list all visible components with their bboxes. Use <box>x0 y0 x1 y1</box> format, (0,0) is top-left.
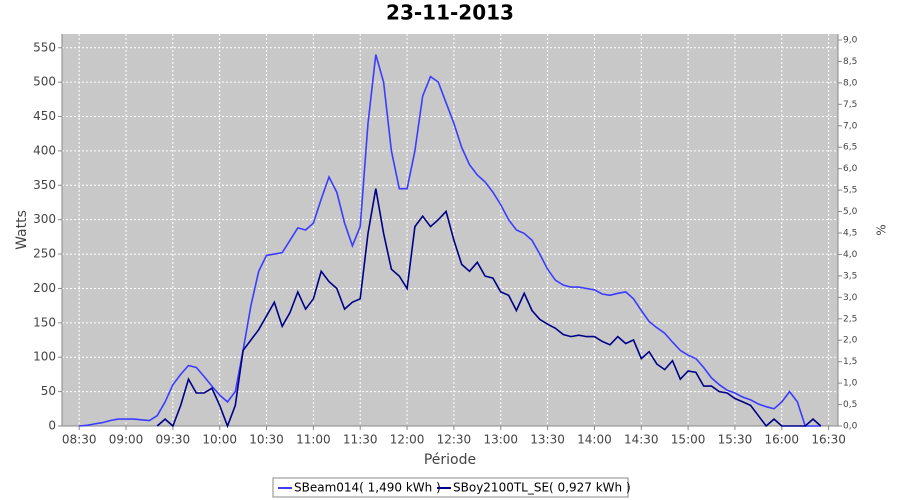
y2-tick-label: 0,0 <box>843 422 858 432</box>
y-tick-label: 500 <box>33 75 56 89</box>
x-tick-label: 15:30 <box>718 433 753 447</box>
y2-tick-label: 7,0 <box>843 121 858 131</box>
x-tick-label: 11:30 <box>343 433 378 447</box>
y2-tick-label: 5,5 <box>843 186 857 196</box>
x-tick-label: 09:30 <box>156 433 191 447</box>
y-tick-label: 100 <box>33 350 56 364</box>
y2-tick-label: 2,0 <box>843 336 858 346</box>
y2-tick-label: 1,0 <box>843 379 858 389</box>
x-tick-label: 09:00 <box>109 433 144 447</box>
y-tick-label: 450 <box>33 109 56 123</box>
y-tick-label: 200 <box>33 281 56 295</box>
x-tick-label: 12:30 <box>437 433 472 447</box>
x-tick-label: 10:30 <box>249 433 284 447</box>
y-tick-label: 550 <box>33 40 56 54</box>
y-tick-label: 300 <box>33 212 56 226</box>
x-tick-label: 08:30 <box>62 433 97 447</box>
chart-title: 23-11-2013 <box>386 1 514 25</box>
legend-label: SBeam014( 1,490 kWh ) <box>294 481 441 495</box>
y-tick-label: 250 <box>33 247 56 261</box>
y2-tick-label: 8,5 <box>843 57 857 67</box>
x-tick-label: 11:00 <box>296 433 331 447</box>
y2-tick-label: 3,0 <box>843 293 858 303</box>
y2-tick-label: 2,5 <box>843 314 857 324</box>
y-tick-label: 50 <box>41 384 56 398</box>
x-tick-label: 10:00 <box>202 433 237 447</box>
y2-tick-label: 4,0 <box>843 250 858 260</box>
y-axis-label: Watts <box>14 210 30 250</box>
x-tick-label: 14:30 <box>624 433 659 447</box>
y-tick-label: 400 <box>33 143 56 157</box>
y2-tick-label: 1,5 <box>843 357 857 367</box>
x-tick-label: 12:00 <box>390 433 425 447</box>
x-tick-label: 16:30 <box>811 433 846 447</box>
x-tick-label: 15:00 <box>671 433 706 447</box>
legend <box>272 477 629 498</box>
y2-tick-label: 4,5 <box>843 229 857 239</box>
x-tick-label: 13:30 <box>530 433 565 447</box>
y2-axis-label: % <box>875 224 889 235</box>
x-axis-label: Période <box>424 452 476 468</box>
y2-tick-label: 9,0 <box>843 36 858 46</box>
series-line <box>156 188 822 429</box>
y2-tick-label: 8,0 <box>843 78 858 88</box>
y2-tick-label: 6,0 <box>843 164 858 174</box>
y-tick-label: 350 <box>33 178 56 192</box>
x-tick-label: 13:00 <box>483 433 518 447</box>
y2-tick-label: 5,0 <box>843 207 858 217</box>
y-tick-label: 0 <box>48 419 56 433</box>
y2-tick-label: 7,5 <box>843 100 857 110</box>
x-tick-label: 14:00 <box>577 433 612 447</box>
plot-area <box>62 34 838 426</box>
series-line <box>79 54 821 427</box>
y2-tick-label: 6,5 <box>843 143 857 153</box>
y2-tick-label: 0,5 <box>843 400 857 410</box>
legend-label: SBoy2100TL_SE( 0,927 kWh ) <box>453 481 631 495</box>
y-tick-label: 150 <box>33 315 56 329</box>
x-tick-label: 16:00 <box>764 433 799 447</box>
y2-tick-label: 3,5 <box>843 271 857 281</box>
